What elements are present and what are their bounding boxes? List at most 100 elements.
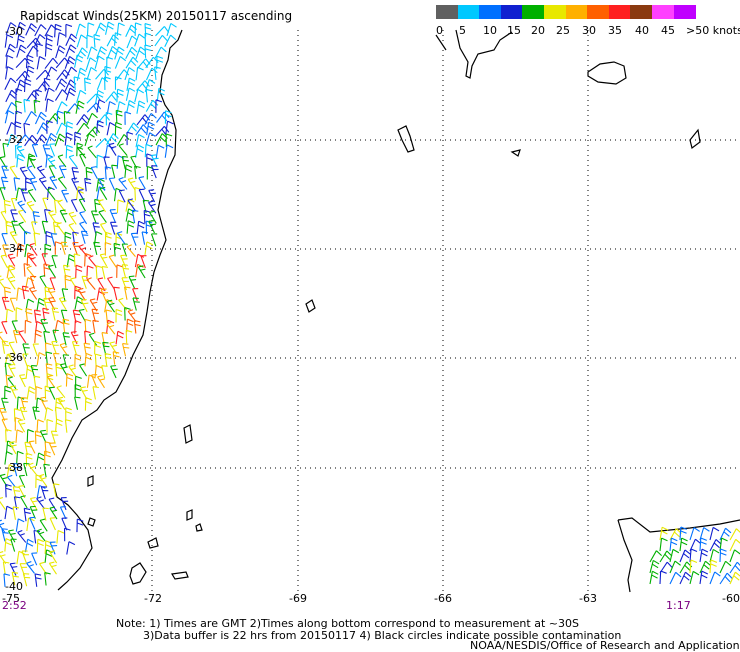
wind-barb	[139, 177, 146, 189]
wind-barb	[50, 518, 55, 530]
wind-barb	[26, 24, 37, 36]
wind-barb	[11, 386, 18, 398]
time-right: 1:17	[666, 599, 691, 612]
wind-barb	[45, 573, 51, 586]
wind-barb	[115, 122, 121, 135]
wind-barb	[87, 67, 97, 79]
wind-barb	[92, 375, 98, 387]
island-small-8	[306, 300, 315, 312]
wind-barb	[132, 210, 138, 223]
wind-barb	[95, 199, 101, 212]
wind-barb	[35, 431, 41, 444]
legend-swatch	[501, 5, 523, 19]
lon-label: -72	[144, 592, 162, 605]
wind-barb	[98, 376, 105, 388]
wind-barb	[17, 154, 24, 167]
wind-barb	[156, 145, 164, 158]
wind-barb	[102, 267, 108, 280]
wind-barb	[24, 99, 30, 112]
lat-label: -34	[5, 242, 23, 255]
wind-barb	[79, 309, 85, 321]
wind-barb	[25, 79, 32, 92]
wind-barb	[85, 134, 95, 146]
wind-barb	[122, 244, 128, 256]
wind-barb	[37, 81, 50, 91]
wind-barb	[32, 145, 38, 157]
wind-barb	[17, 551, 25, 564]
wind-barb	[117, 102, 125, 115]
wind-barb	[59, 297, 66, 309]
wind-barb	[44, 464, 50, 477]
legend-label: 35	[608, 24, 622, 37]
legend-swatch	[436, 5, 458, 19]
wind-barb	[138, 266, 145, 278]
wind-barb	[30, 497, 37, 509]
south-america-east-g	[618, 518, 740, 532]
wind-barb	[0, 276, 5, 288]
wind-barb	[105, 167, 111, 180]
wind-barb	[36, 398, 43, 411]
wind-barb	[25, 539, 33, 552]
wind-barb	[155, 67, 161, 80]
wind-barb	[53, 330, 59, 342]
wind-barb	[6, 309, 13, 322]
wind-barb	[21, 496, 28, 508]
wind-barb	[56, 79, 67, 91]
wind-barb	[67, 542, 75, 555]
wind-barb	[29, 287, 36, 299]
wind-barb	[34, 100, 40, 113]
wind-barb	[122, 278, 129, 290]
island-small-2	[172, 572, 188, 579]
wind-barb	[87, 278, 95, 290]
wind-barb	[690, 571, 699, 584]
legend-label: 10	[483, 24, 497, 37]
lon-label: -69	[289, 592, 307, 605]
wind-barb	[46, 232, 52, 245]
wind-barb	[107, 102, 115, 115]
wind-barb	[85, 178, 91, 191]
wind-barb	[23, 354, 29, 366]
wind-barb	[23, 574, 30, 587]
wind-barb	[37, 539, 44, 552]
legend-swatch	[630, 5, 652, 19]
wind-barb	[127, 245, 135, 257]
wind-barb	[6, 44, 16, 56]
wind-barb	[45, 44, 52, 57]
wind-barb	[114, 243, 120, 256]
wind-barb	[47, 375, 54, 387]
legend-swatch	[674, 5, 696, 19]
wind-barb	[106, 22, 115, 35]
island-small-1	[148, 538, 158, 548]
wind-barb	[8, 277, 15, 289]
wind-barb	[79, 245, 87, 257]
wind-barb	[114, 287, 120, 300]
wind-barb	[58, 155, 66, 167]
wind-barb	[46, 352, 52, 365]
wind-barb	[55, 24, 62, 37]
wind-barb	[56, 419, 63, 432]
wind-barb	[73, 243, 80, 255]
wind-barb	[77, 35, 87, 47]
chiloe-island	[130, 563, 146, 584]
wind-barb	[87, 23, 94, 36]
lon-label: -60	[722, 592, 740, 605]
wind-barb	[25, 320, 31, 333]
wind-barb	[670, 572, 681, 584]
wind-barb	[28, 190, 35, 202]
wind-barb	[10, 166, 17, 178]
wind-barb	[35, 25, 46, 36]
wind-barb	[5, 506, 13, 519]
wind-barb	[136, 67, 143, 80]
wind-barb	[97, 155, 103, 168]
wind-barb	[49, 562, 56, 574]
wind-barb	[166, 121, 174, 134]
wind-barb	[76, 101, 84, 114]
wind-barb	[51, 234, 57, 247]
wind-barb	[680, 550, 691, 562]
wind-barb	[85, 398, 91, 411]
wind-barb	[146, 133, 155, 146]
wind-barb	[97, 78, 107, 90]
legend-swatch	[458, 5, 480, 19]
wind-barb	[47, 420, 53, 433]
legend-swatch	[479, 5, 501, 19]
